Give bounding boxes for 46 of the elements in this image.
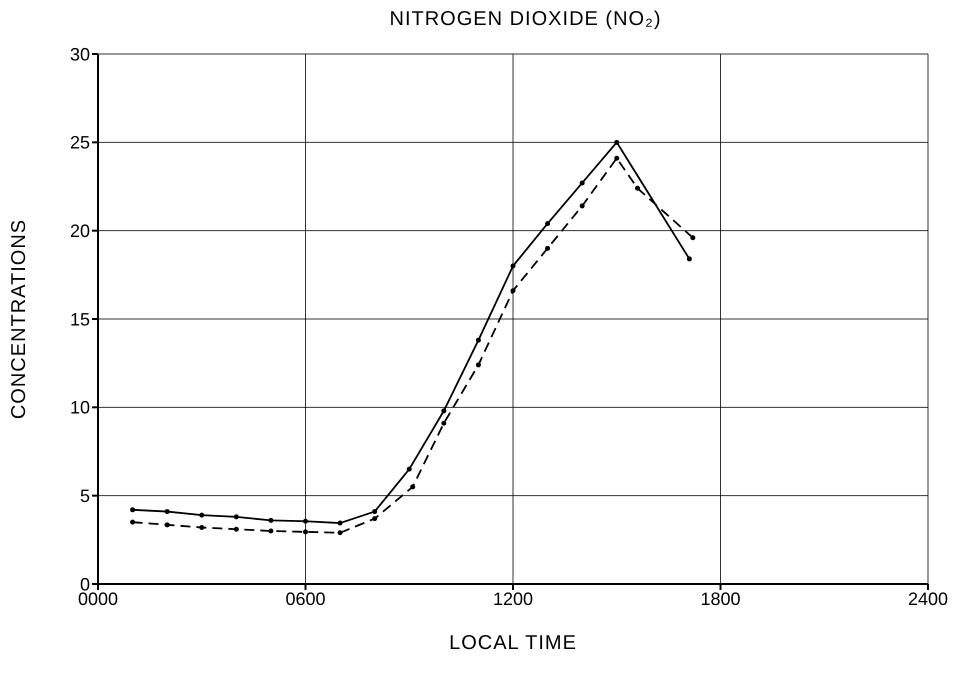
point — [614, 156, 620, 161]
point — [268, 518, 274, 523]
point — [510, 288, 516, 294]
y-tick-label: 20 — [70, 221, 90, 242]
point — [199, 512, 204, 518]
x-tick-label: 1200 — [492, 588, 534, 609]
point — [130, 520, 136, 525]
point — [545, 246, 550, 251]
x-tick-label: 2400 — [908, 588, 948, 609]
point — [338, 530, 343, 536]
point — [406, 466, 412, 472]
point — [234, 514, 239, 520]
point — [372, 509, 378, 514]
point — [164, 509, 170, 514]
point — [441, 420, 446, 426]
x-tick-label: 1800 — [700, 588, 741, 609]
point — [686, 256, 692, 262]
x-tick-label: 0600 — [285, 588, 326, 609]
point — [545, 221, 550, 226]
y-tick-label: 10 — [70, 398, 90, 418]
point — [234, 526, 239, 532]
point — [476, 362, 481, 368]
y-tick-label: 25 — [70, 132, 90, 153]
point — [580, 203, 585, 208]
point — [130, 507, 136, 512]
point — [338, 520, 343, 526]
point — [441, 408, 446, 414]
point — [614, 140, 620, 145]
point — [510, 264, 516, 268]
y-tick-label: 5 — [80, 486, 90, 506]
point — [690, 235, 696, 240]
x-axis-title: LOCAL TIME — [449, 632, 577, 654]
point — [635, 186, 640, 191]
point — [476, 338, 481, 343]
y-tick-label: 15 — [70, 309, 90, 330]
point — [303, 518, 308, 524]
y-axis-title: CONCENTRATIONS — [8, 218, 30, 420]
point — [580, 180, 585, 186]
point — [410, 484, 416, 490]
chart-title: NITROGEN DIOXIDE (NO₂) — [388, 8, 662, 32]
point — [199, 524, 204, 530]
point — [372, 516, 378, 522]
point — [303, 529, 308, 534]
y-tick-label: 30 — [70, 44, 90, 64]
point — [268, 528, 274, 534]
point — [164, 522, 170, 528]
